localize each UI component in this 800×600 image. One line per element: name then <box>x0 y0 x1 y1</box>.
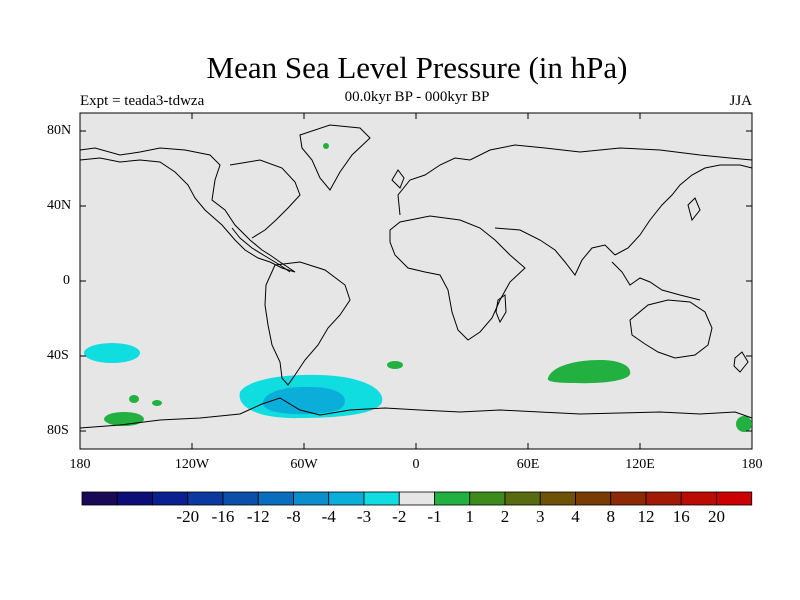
lon-label-0: 0 <box>412 457 420 472</box>
colorbar-swatch <box>328 491 365 506</box>
colorbar-label: -2 <box>392 507 407 526</box>
colorbar-label: 2 <box>500 507 510 526</box>
coast-south-america <box>264 261 351 386</box>
axis-ticks <box>80 113 752 449</box>
map-title: Mean Sea Level Pressure (in hPa) <box>206 50 628 85</box>
coast-japan <box>687 197 701 222</box>
coast-east-asia <box>614 164 753 256</box>
coast-europe <box>397 144 753 216</box>
colorbar-label: -8 <box>286 507 301 526</box>
map-background <box>79 112 753 450</box>
colorbar-swatch <box>504 491 541 506</box>
colorbar-label: -12 <box>246 507 270 526</box>
colorbar-swatch <box>222 491 259 506</box>
anomaly-green-pacific-small-2 <box>152 400 162 406</box>
colorbar-label: -20 <box>176 507 200 526</box>
anomaly-green-pacific-small <box>129 395 139 403</box>
colorbar-label: -1 <box>427 507 442 526</box>
colorbar-swatch <box>257 491 294 506</box>
anomaly-green-atlantic <box>387 361 403 369</box>
colorbar-swatch <box>469 491 506 506</box>
coast-central-america <box>231 227 291 273</box>
experiment-label: Expt = teada3-tdwza <box>80 93 205 109</box>
lat-label-40n: 40N <box>47 198 72 213</box>
lon-label-60w: 60W <box>290 457 318 472</box>
colorbar <box>81 491 753 506</box>
colorbar-label: -4 <box>321 507 336 526</box>
coast-uk <box>391 169 405 189</box>
coast-greenland <box>299 124 371 191</box>
colorbar-label: 4 <box>571 507 580 526</box>
lon-label-120e: 120E <box>625 457 655 472</box>
colorbar-swatch <box>293 491 330 506</box>
colorbar-label: 8 <box>606 507 616 526</box>
coast-antarctica <box>79 397 753 429</box>
lat-label-80s: 80S <box>47 423 69 438</box>
colorbar-label: 1 <box>465 507 475 526</box>
anomaly-green-greenland <box>323 143 329 149</box>
coast-madagascar <box>495 294 507 324</box>
anomaly-green-east <box>736 416 752 432</box>
coast-canada-east <box>229 159 301 239</box>
colorbar-swatch <box>680 491 717 506</box>
coast-southeast-asia <box>611 261 701 301</box>
coast-arabia-india <box>494 227 616 276</box>
lon-label-180w: 180 <box>69 457 91 472</box>
colorbar-label: 3 <box>536 507 545 526</box>
lat-label-40s: 40S <box>47 348 69 363</box>
season-label: JJA <box>729 93 752 109</box>
coast-north-america <box>79 147 296 273</box>
colorbar-swatch <box>434 491 471 506</box>
colorbar-swatch <box>116 491 153 506</box>
coast-new-zealand <box>733 351 749 373</box>
anomaly-green-indian <box>547 360 631 384</box>
colorbar-swatch <box>398 491 435 506</box>
colorbar-swatch <box>610 491 647 506</box>
coast-australia <box>629 299 713 359</box>
lon-label-180e: 180 <box>741 457 763 472</box>
colorbar-swatch <box>575 491 612 506</box>
colorbar-swatch <box>152 491 189 506</box>
lon-label-60e: 60E <box>516 457 540 472</box>
colorbar-swatch <box>363 491 400 506</box>
lon-label-120w: 120W <box>174 457 210 472</box>
anomaly-blue-drake <box>262 386 345 415</box>
anomaly-green-pacific <box>104 412 144 426</box>
colorbar-swatch <box>81 491 118 506</box>
colorbar-label: -16 <box>211 507 235 526</box>
colorbar-swatch <box>645 491 682 506</box>
colorbar-label: 12 <box>637 507 655 526</box>
coastlines <box>79 124 753 429</box>
colorbar-label: -3 <box>356 507 372 526</box>
colorbar-swatch <box>716 491 753 506</box>
lat-label-80n: 80N <box>47 123 72 138</box>
colorbar-swatch <box>539 491 576 506</box>
colorbar-swatch <box>187 491 224 506</box>
anomaly-cyan-pacific <box>84 343 140 363</box>
lat-label-0: 0 <box>63 273 70 288</box>
period-subtitle: 00.0kyr BP - 000kyr BP <box>344 89 490 105</box>
colorbar-label: 16 <box>672 507 690 526</box>
colorbar-label: 20 <box>708 507 725 526</box>
coast-africa <box>389 215 526 341</box>
